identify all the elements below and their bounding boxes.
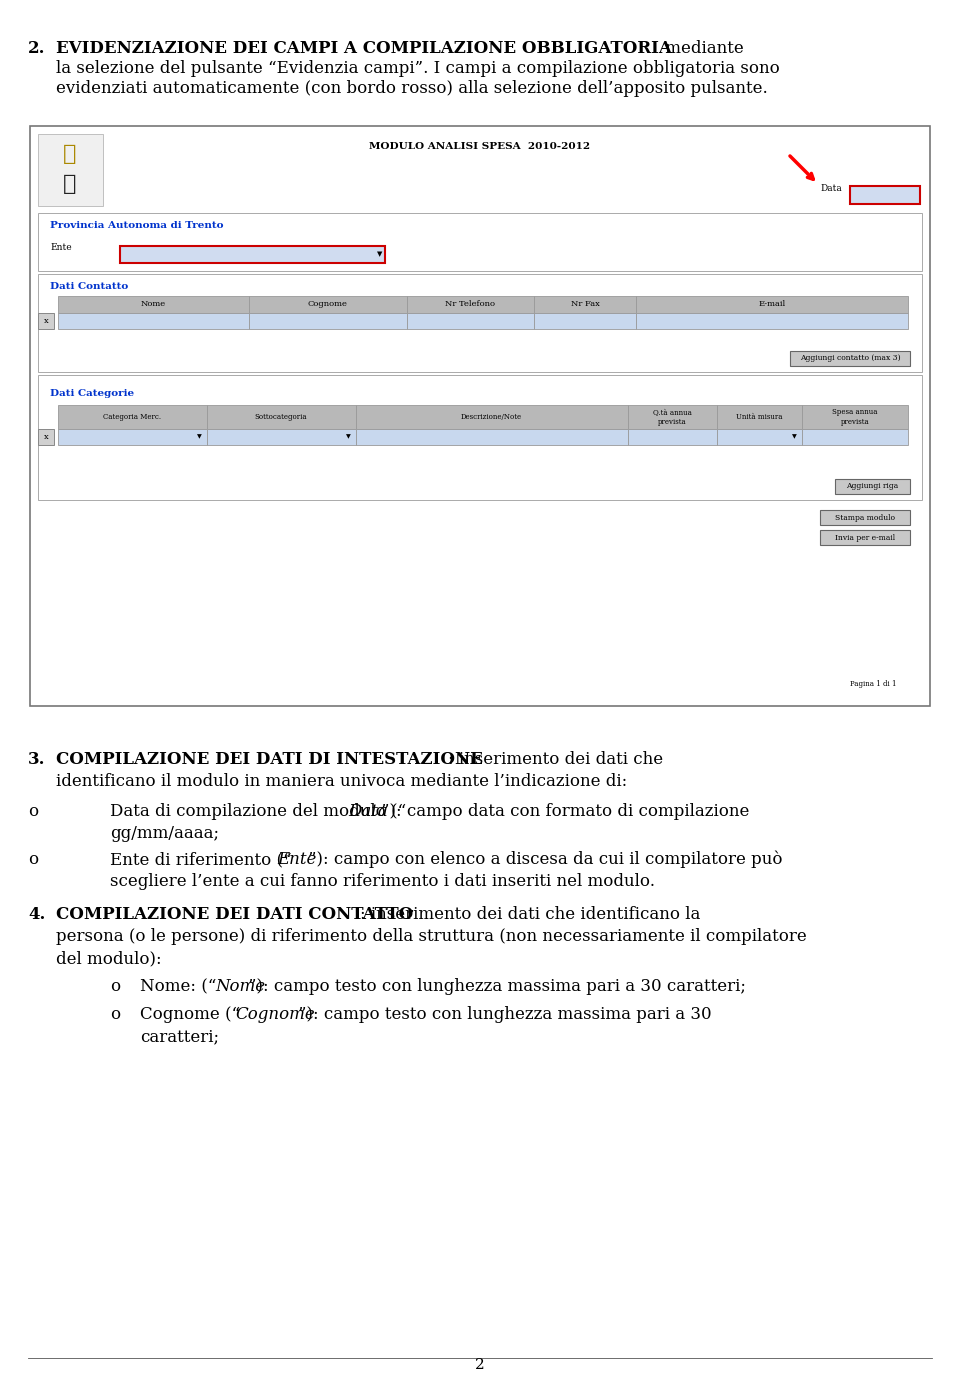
- Bar: [355, 405, 628, 429]
- Bar: [30, 126, 930, 706]
- Bar: [38, 274, 922, 371]
- Text: Nr Telefono: Nr Telefono: [445, 300, 495, 309]
- Text: ▼: ▼: [347, 434, 350, 440]
- Text: mediante: mediante: [660, 40, 744, 57]
- Text: 2: 2: [475, 1358, 485, 1372]
- Text: Aggiungi riga: Aggiungi riga: [847, 483, 899, 490]
- Text: COMPILAZIONE DEI DATI CONTATTO: COMPILAZIONE DEI DATI CONTATTO: [56, 906, 413, 923]
- Text: Dati Contatto: Dati Contatto: [50, 282, 129, 290]
- Text: Sottocategoria: Sottocategoria: [254, 413, 307, 422]
- Text: identificano il modulo in maniera univoca mediante l’indicazione di:: identificano il modulo in maniera univoc…: [56, 773, 627, 790]
- Text: Nome: (“: Nome: (“: [140, 979, 216, 995]
- Bar: [835, 479, 910, 494]
- Bar: [406, 313, 534, 329]
- Text: 2.: 2.: [28, 40, 45, 57]
- Bar: [38, 429, 54, 445]
- Bar: [206, 405, 355, 429]
- Text: Ente di riferimento (“: Ente di riferimento (“: [110, 852, 292, 868]
- Bar: [717, 405, 802, 429]
- Bar: [58, 429, 206, 445]
- Text: gg/mm/aaaa;: gg/mm/aaaa;: [110, 825, 219, 842]
- Text: Cognome (“: Cognome (“: [140, 1007, 240, 1023]
- Text: Invia per e-mail: Invia per e-mail: [835, 533, 895, 542]
- Text: Cognome: Cognome: [308, 300, 348, 309]
- Bar: [790, 350, 910, 366]
- Bar: [534, 296, 636, 313]
- Text: ▼: ▼: [792, 434, 797, 440]
- Text: del modulo):: del modulo):: [56, 951, 161, 967]
- Text: ”): campo data con formato di compilazione: ”): campo data con formato di compilazio…: [381, 803, 750, 819]
- Text: Aggiungi contatto (max 3): Aggiungi contatto (max 3): [800, 355, 900, 363]
- Text: ♞: ♞: [63, 173, 77, 195]
- Bar: [38, 214, 922, 271]
- Text: E-mail: E-mail: [758, 300, 785, 309]
- Text: Stampa modulo: Stampa modulo: [835, 514, 895, 522]
- Text: ”): campo testo con lunghezza massima pari a 30: ”): campo testo con lunghezza massima pa…: [298, 1007, 711, 1023]
- Text: Nr Fax: Nr Fax: [570, 300, 599, 309]
- Text: 4.: 4.: [28, 906, 45, 923]
- Bar: [820, 530, 910, 544]
- Text: Nome: Nome: [141, 300, 166, 309]
- Text: o: o: [28, 803, 38, 819]
- Bar: [58, 313, 250, 329]
- Text: evidenziati automaticamente (con bordo rosso) alla selezione dell’apposito pulsa: evidenziati automaticamente (con bordo r…: [56, 80, 768, 96]
- Text: scegliere l’ente a cui fanno riferimento i dati inseriti nel modulo.: scegliere l’ente a cui fanno riferimento…: [110, 872, 655, 891]
- Text: EVIDENZIAZIONE DEI CAMPI A COMPILAZIONE OBBLIGATORIA: EVIDENZIAZIONE DEI CAMPI A COMPILAZIONE …: [56, 40, 672, 57]
- Bar: [628, 429, 717, 445]
- Text: o: o: [110, 1007, 120, 1023]
- Text: o: o: [110, 979, 120, 995]
- Text: x: x: [43, 433, 48, 441]
- Text: Cognome: Cognome: [235, 1007, 315, 1023]
- Text: Data: Data: [348, 803, 388, 819]
- Text: ”): campo con elenco a discesa da cui il compilatore può: ”): campo con elenco a discesa da cui il…: [308, 852, 782, 868]
- Text: Nome: Nome: [215, 979, 265, 995]
- Bar: [636, 296, 908, 313]
- Bar: [802, 405, 908, 429]
- Text: Spesa annua
prevista: Spesa annua prevista: [832, 409, 877, 426]
- Bar: [38, 134, 103, 207]
- Bar: [206, 429, 355, 445]
- Text: COMPILAZIONE DEI DATI DI INTESTAZIONE: COMPILAZIONE DEI DATI DI INTESTAZIONE: [56, 751, 483, 768]
- Text: : inserimento dei dati che: : inserimento dei dati che: [448, 751, 663, 768]
- Text: Pagina 1 di 1: Pagina 1 di 1: [850, 680, 897, 688]
- Bar: [717, 429, 802, 445]
- Text: MODULO ANALISI SPESA  2010-2012: MODULO ANALISI SPESA 2010-2012: [370, 142, 590, 151]
- Bar: [38, 376, 922, 500]
- Text: x: x: [43, 317, 48, 325]
- Bar: [355, 429, 628, 445]
- Bar: [250, 313, 406, 329]
- Bar: [534, 313, 636, 329]
- Bar: [628, 405, 717, 429]
- Text: Ente: Ente: [277, 852, 317, 868]
- Bar: [850, 186, 920, 204]
- Text: la selezione del pulsante “Evidenzia campi”. I campi a compilazione obbligatoria: la selezione del pulsante “Evidenzia cam…: [56, 60, 780, 77]
- Text: Categoria Merc.: Categoria Merc.: [104, 413, 161, 422]
- Bar: [406, 296, 534, 313]
- Text: : inserimento dei dati che identificano la: : inserimento dei dati che identificano …: [360, 906, 701, 923]
- Text: Data di compilazione del modulo (“: Data di compilazione del modulo (“: [110, 803, 406, 819]
- Bar: [58, 405, 206, 429]
- Text: caratteri;: caratteri;: [140, 1027, 219, 1046]
- Text: 3.: 3.: [28, 751, 45, 768]
- Text: persona (o le persone) di riferimento della struttura (non necessariamente il co: persona (o le persone) di riferimento de…: [56, 928, 806, 945]
- Text: o: o: [28, 852, 38, 868]
- Text: Data: Data: [820, 184, 842, 193]
- Bar: [38, 313, 54, 329]
- Text: ”): campo testo con lunghezza massima pari a 30 caratteri;: ”): campo testo con lunghezza massima pa…: [248, 979, 746, 995]
- Text: Q.tà annua
prevista: Q.tà annua prevista: [653, 409, 691, 426]
- Text: ♚: ♚: [63, 142, 77, 165]
- Bar: [58, 296, 250, 313]
- Bar: [802, 429, 908, 445]
- Bar: [120, 246, 385, 262]
- Text: ▼: ▼: [377, 250, 383, 258]
- Text: Provincia Autonoma di Trento: Provincia Autonoma di Trento: [50, 221, 224, 230]
- Text: Ente: Ente: [50, 243, 72, 253]
- Bar: [636, 313, 908, 329]
- Text: Unità misura: Unità misura: [736, 413, 782, 422]
- Text: Descrizione/Note: Descrizione/Note: [461, 413, 522, 422]
- Text: Dati Categorie: Dati Categorie: [50, 389, 134, 398]
- Bar: [820, 510, 910, 525]
- Bar: [250, 296, 406, 313]
- Text: ▼: ▼: [198, 434, 203, 440]
